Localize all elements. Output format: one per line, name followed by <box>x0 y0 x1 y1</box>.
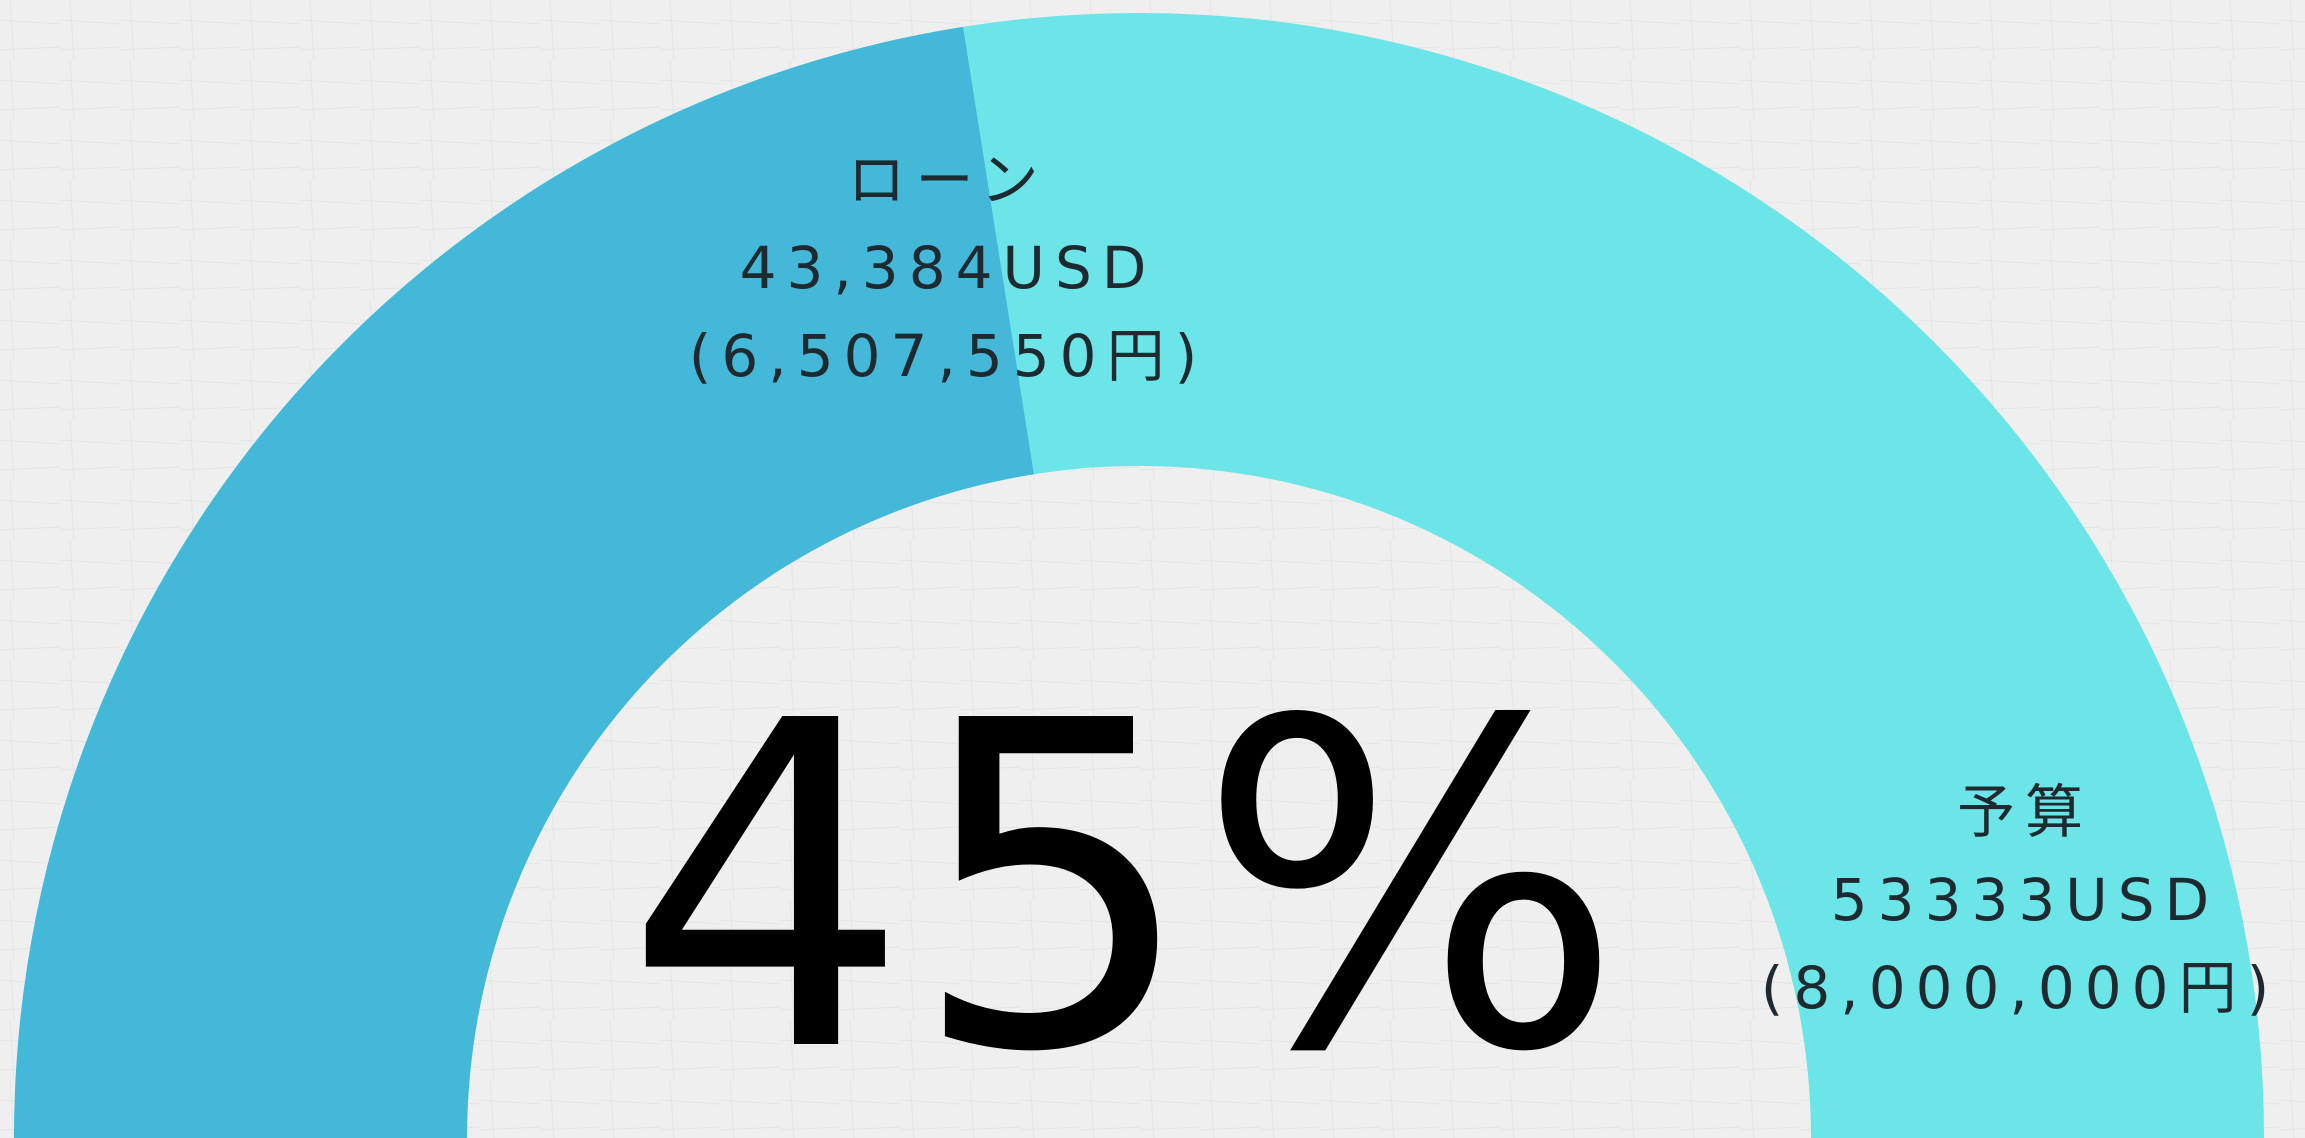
segment-name: 予算 <box>1957 778 2093 846</box>
segment-label: 53333USD <box>1831 866 2219 934</box>
segment-sub-label: (8,000,000円) <box>1761 954 2279 1022</box>
segment-label: 43,384USD <box>740 234 1157 302</box>
gauge-bar <box>14 26 1034 1138</box>
gauge <box>14 13 2264 1138</box>
segment-sub-label: (6,507,550円) <box>689 322 1207 390</box>
segment-name: ローン <box>847 146 1048 214</box>
gauge-value: 45% <box>624 627 1624 1138</box>
